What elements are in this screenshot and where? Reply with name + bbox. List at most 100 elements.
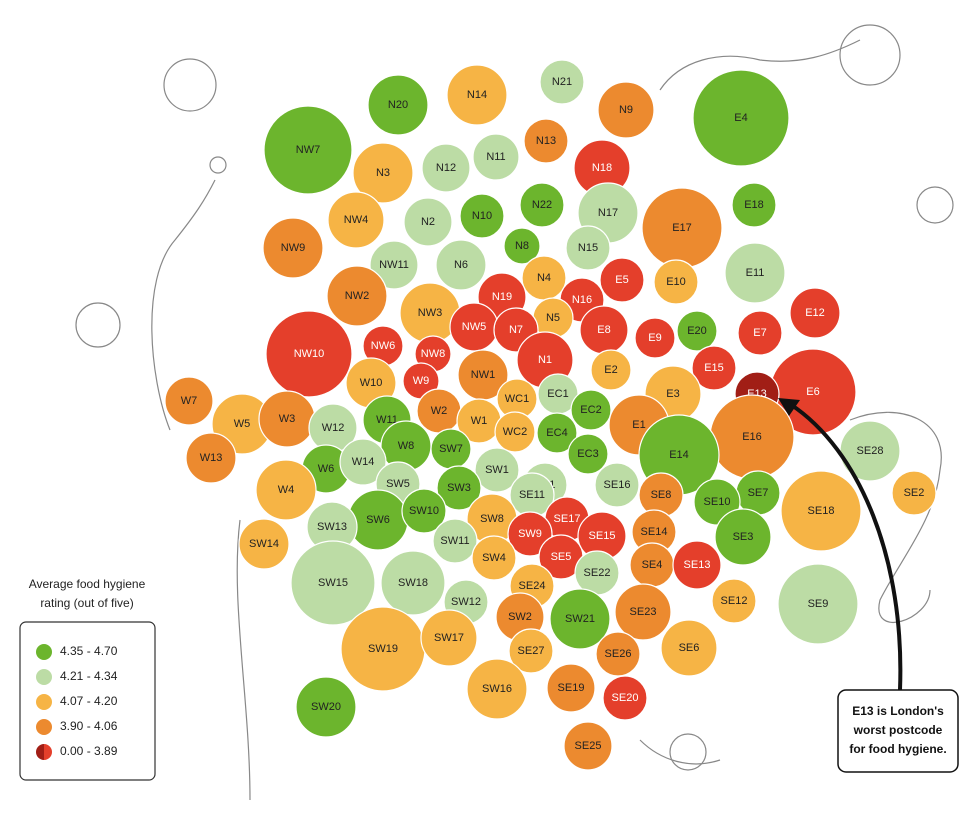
postcode-label: SE12 — [721, 595, 748, 607]
legend-swatch — [36, 719, 52, 735]
legend-label: 4.07 - 4.20 — [60, 694, 118, 708]
postcode-bubble — [691, 345, 737, 391]
postcode-label: EC1 — [547, 388, 568, 400]
postcode-label: SE24 — [519, 580, 546, 592]
postcode-bubble — [380, 550, 446, 616]
postcode-label: SW18 — [398, 577, 428, 589]
postcode-label: W6 — [318, 463, 335, 475]
postcode-label: SE27 — [518, 645, 545, 657]
postcode-label: W14 — [352, 456, 375, 468]
postcode-label: SW12 — [451, 596, 481, 608]
legend-swatch — [36, 744, 44, 760]
postcode-label: SW4 — [482, 552, 506, 564]
postcode-bubble — [597, 81, 655, 139]
postcode-label: E2 — [604, 364, 617, 376]
postcode-label: SE22 — [584, 567, 611, 579]
postcode-label: W10 — [360, 377, 383, 389]
annotation: E13 is London's worst postcode for food hy… — [849, 704, 946, 756]
postcode-bubble — [401, 488, 447, 534]
postcode-label: EC4 — [546, 427, 567, 439]
legend-label: 4.35 - 4.70 — [60, 644, 118, 658]
postcode-label: N8 — [515, 240, 529, 252]
deco-line — [151, 179, 216, 431]
postcode-bubble — [367, 74, 429, 136]
postcode-bubble — [503, 227, 541, 265]
postcode-label: E12 — [805, 307, 825, 319]
legend-swatch — [36, 694, 52, 710]
postcode-label: SW13 — [317, 521, 347, 533]
postcode-label: W2 — [431, 405, 448, 417]
microbe — [75, 302, 121, 348]
postcode-label: SW9 — [518, 528, 542, 540]
postcode-bubble — [472, 133, 520, 181]
legend-title: rating (out of five) — [40, 596, 133, 610]
postcode-label: NW10 — [294, 348, 325, 360]
deco-line — [236, 519, 251, 801]
annotation-arrow — [788, 402, 903, 691]
postcode-label: SE8 — [651, 489, 672, 501]
microbe — [669, 733, 707, 771]
nodes: N20 N14 N21 N9 E4 NW7 N3 N12 N11 N13 N18 E18 NW4 N2 N1… — [164, 59, 937, 771]
postcode-label: SE25 — [575, 740, 602, 752]
postcode-bubble — [466, 658, 528, 720]
postcode-label: SE7 — [748, 487, 769, 499]
postcode-bubble — [634, 317, 676, 359]
postcode-label: E16 — [742, 431, 762, 443]
postcode-label: SW15 — [318, 577, 348, 589]
postcode-label: W7 — [181, 395, 198, 407]
postcode-bubble — [539, 59, 585, 105]
postcode-label: SW21 — [565, 613, 595, 625]
postcode-label: SE16 — [604, 479, 631, 491]
postcode-label: SE2 — [904, 487, 925, 499]
postcode-label: W11 — [376, 414, 398, 426]
postcode-label: W12 — [322, 422, 345, 434]
postcode-label: N13 — [536, 135, 556, 147]
postcode-label: W9 — [413, 375, 430, 387]
postcode-bubble — [435, 239, 487, 291]
postcode-label: SW2 — [508, 611, 532, 623]
microbe — [163, 58, 217, 112]
postcode-bubble — [789, 287, 841, 339]
postcode-label: E4 — [734, 112, 747, 124]
postcode-bubble — [692, 69, 790, 167]
legend: Average food hygiene rating (out of five)… — [19, 577, 156, 781]
postcode-label: SE14 — [641, 526, 668, 538]
postcode-bubble — [614, 583, 672, 641]
postcode-label: EC3 — [577, 448, 598, 460]
legend-label: 3.90 - 4.06 — [60, 719, 118, 733]
postcode-bubble — [672, 540, 722, 590]
postcode-label: E17 — [672, 222, 692, 234]
annotation-text: for food hygiene. — [849, 742, 946, 756]
postcode-label: N19 — [492, 291, 512, 303]
postcode-label: E11 — [746, 267, 765, 279]
postcode-label: E1 — [632, 419, 645, 431]
microbe — [209, 156, 227, 174]
postcode-bubble — [536, 412, 578, 454]
postcode-bubble — [459, 193, 505, 239]
deco-line — [659, 39, 861, 91]
postcode-label: NW8 — [421, 348, 445, 360]
postcode-label: N7 — [509, 324, 523, 336]
legend-swatch — [44, 744, 52, 760]
postcode-bubble — [714, 508, 772, 566]
postcode-label: SE11 — [519, 489, 545, 501]
postcode-bubble — [549, 588, 611, 650]
postcode-bubble — [507, 511, 553, 557]
annotation-box — [837, 689, 959, 773]
postcode-label: SE28 — [857, 445, 884, 457]
postcode-label: SE17 — [554, 513, 581, 525]
postcode-bubble — [262, 217, 324, 279]
postcode-bubble — [737, 310, 783, 356]
postcode-label: W1 — [471, 415, 488, 427]
postcode-label: N12 — [436, 162, 456, 174]
decoration — [75, 24, 954, 801]
postcode-label: W5 — [234, 418, 251, 430]
postcode-bubble — [595, 631, 641, 677]
postcode-label: W8 — [398, 440, 415, 452]
postcode-label: N9 — [619, 104, 633, 116]
postcode-bubble — [238, 518, 290, 570]
postcode-label: NW11 — [379, 259, 409, 271]
postcode-label: E6 — [806, 386, 819, 398]
postcode-label: SE13 — [684, 559, 711, 571]
postcode-bubble — [567, 433, 609, 475]
